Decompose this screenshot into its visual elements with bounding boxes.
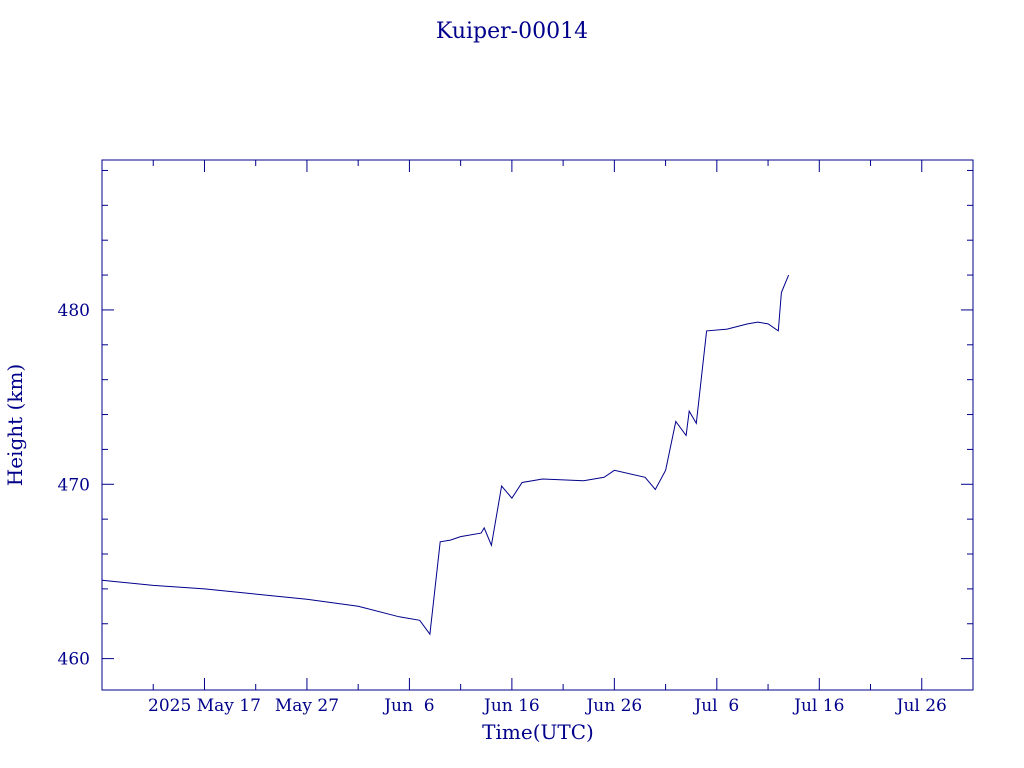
x-tick-label: 2025 May 17 (148, 696, 261, 716)
y-tick-labels: 460 470 480 (58, 301, 90, 670)
x-axis-label: Time(UTC) (482, 720, 594, 744)
x-tick-label: Jun 16 (482, 696, 540, 716)
x-tick-label: Jul 16 (792, 696, 844, 716)
x-tick-label: Jul 26 (895, 696, 947, 716)
plot-frame (101, 159, 974, 691)
y-tick-label: 470 (58, 475, 90, 495)
x-tick-label: Jul 6 (692, 696, 739, 716)
tick-marks (101, 160, 974, 690)
y-tick-label: 460 (58, 650, 90, 670)
y-axis-label: Height (km) (3, 364, 27, 486)
height-series-line (101, 274, 790, 636)
x-tick-label: Jun 26 (584, 696, 642, 716)
x-tick-label: Jun 6 (382, 696, 434, 716)
y-tick-label: 480 (58, 301, 90, 321)
x-tick-label: May 27 (275, 696, 339, 716)
chart-title: Kuiper-00014 (436, 19, 588, 44)
x-tick-labels: 2025 May 17 May 27 Jun 6 Jun 16 Jun 26 Jul 6 J… (148, 696, 947, 716)
